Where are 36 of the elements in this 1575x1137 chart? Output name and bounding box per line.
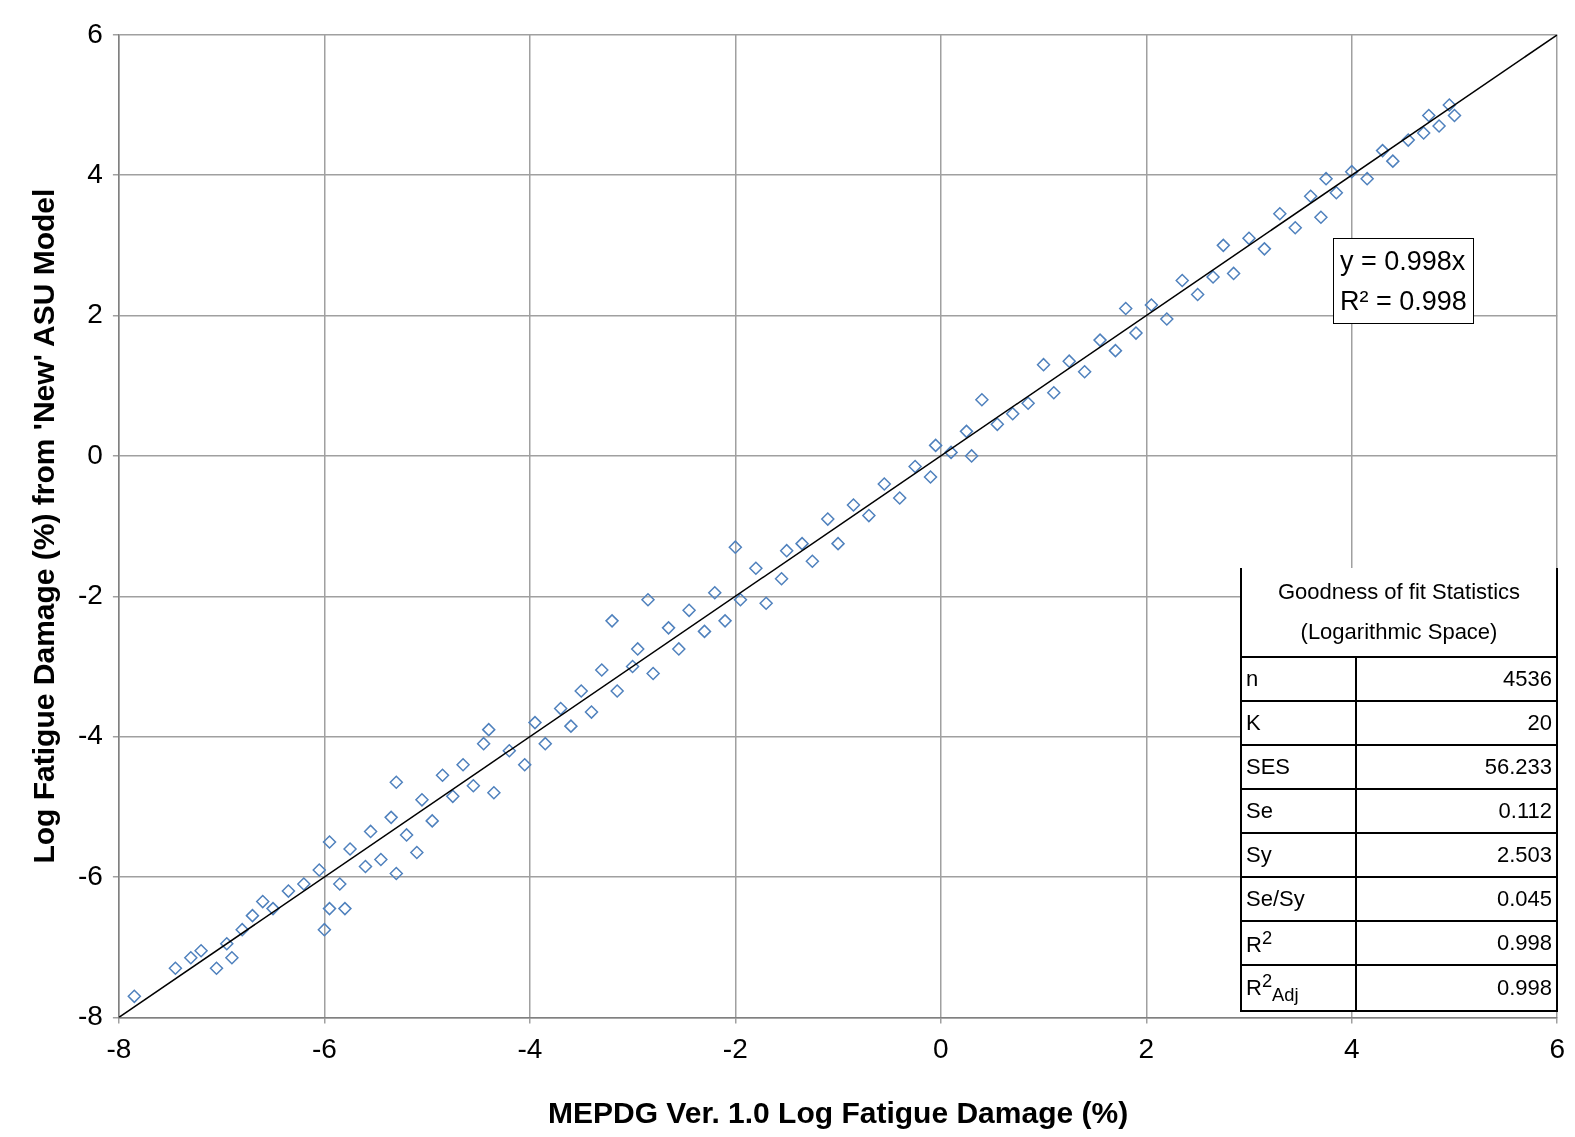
- y-tick-label: -8: [77, 1000, 103, 1032]
- annotation: Goodness of fit Statistics: [1276, 578, 1522, 606]
- y-tick-label: 4: [87, 157, 103, 189]
- x-tick-label: 4: [1343, 1032, 1360, 1064]
- x-tick-label: -2: [722, 1032, 748, 1064]
- y-tick-label: -4: [77, 719, 103, 751]
- x-tick-label: 6: [1549, 1032, 1565, 1064]
- annotation: 56.233: [1356, 745, 1557, 789]
- annotation: SES: [1241, 745, 1356, 789]
- annotation: Sy: [1241, 833, 1356, 877]
- x-tick-label: -6: [311, 1032, 337, 1064]
- annotation: (Logarithmic Space): [1299, 618, 1499, 646]
- annotation: Se/Sy: [1241, 877, 1356, 921]
- annotation: 20: [1356, 701, 1557, 745]
- y-tick-label: -2: [77, 579, 103, 610]
- y-axis-title: Log Fatigue Damage (%) from 'New' ASU Model: [27, 188, 61, 864]
- annotation: y = 0.998x: [1340, 245, 1467, 278]
- x-tick-label: -4: [517, 1032, 543, 1064]
- annotation: n: [1241, 657, 1356, 701]
- x-tick-label: 2: [1138, 1032, 1155, 1064]
- y-tick-label: 2: [87, 298, 103, 330]
- y-tick-label: -6: [77, 859, 103, 891]
- annotation: K: [1241, 701, 1356, 745]
- annotation: R$^{2}$: [1241, 921, 1356, 965]
- y-tick-label: 6: [87, 17, 103, 49]
- x-tick-label: 0: [933, 1032, 949, 1064]
- annotation: 0.045: [1356, 877, 1557, 921]
- annotation: 0.998: [1356, 921, 1557, 965]
- annotation: 2.503: [1356, 833, 1557, 877]
- y-tick-label: 0: [87, 438, 103, 470]
- annotation: R² = 0.998: [1340, 285, 1467, 318]
- annotation: Se: [1241, 789, 1356, 833]
- annotation: 0.112: [1356, 789, 1557, 833]
- annotation: 4536: [1356, 657, 1557, 701]
- annotation: 0.998: [1356, 965, 1557, 1011]
- x-axis-title: MEPDG Ver. 1.0 Log Fatigue Damage (%): [547, 1096, 1129, 1130]
